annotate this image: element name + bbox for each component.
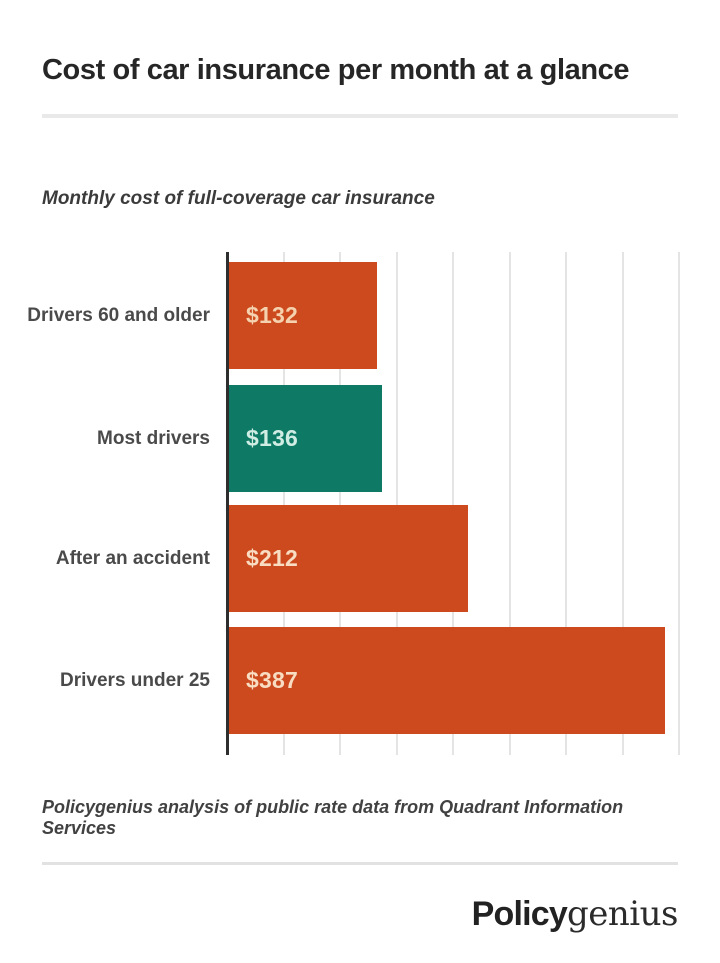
logo-policy-text: Policy xyxy=(471,895,568,933)
bar-row: After an accident $212 xyxy=(0,505,720,612)
bar-row: Drivers 60 and older $132 xyxy=(0,262,720,369)
bar-row: Most drivers $136 xyxy=(0,385,720,492)
bar-value-label: $132 xyxy=(246,302,298,328)
gridline xyxy=(452,252,454,755)
bar-value-label: $136 xyxy=(246,425,298,451)
bar-category-label: Drivers 60 and older xyxy=(27,304,210,326)
footer-divider xyxy=(42,862,678,865)
gridline xyxy=(565,252,567,755)
gridline xyxy=(678,252,680,755)
bar-value-label: $212 xyxy=(246,545,298,571)
bar-row: Drivers under 25 $387 xyxy=(0,627,720,734)
chart-subtitle: Monthly cost of full-coverage car insura… xyxy=(42,188,435,209)
gridline xyxy=(395,252,398,755)
title-divider xyxy=(42,114,678,118)
bar-value-label: $387 xyxy=(246,667,298,693)
gridline xyxy=(621,252,624,755)
y-axis-line xyxy=(226,252,229,755)
bar: $387 xyxy=(228,627,665,734)
chart-plot: Drivers 60 and older $132 Most drivers $136… xyxy=(0,252,720,755)
bar: $132 xyxy=(228,262,377,369)
gridline xyxy=(508,252,511,755)
source-note: Policygenius analysis of public rate dat… xyxy=(42,797,624,838)
policygenius-logo: Policygenius xyxy=(471,894,679,934)
logo-genius-text: genius xyxy=(566,894,679,934)
gridline xyxy=(282,252,285,755)
page-title: Cost of car insurance per month at a gla… xyxy=(42,54,630,86)
bar-category-label: Drivers under 25 xyxy=(60,669,210,691)
gridline xyxy=(339,252,341,755)
bar: $212 xyxy=(228,505,468,612)
bar-category-label: After an accident xyxy=(55,547,210,569)
bar-category-label: Most drivers xyxy=(97,427,210,449)
bar: $136 xyxy=(228,385,382,492)
